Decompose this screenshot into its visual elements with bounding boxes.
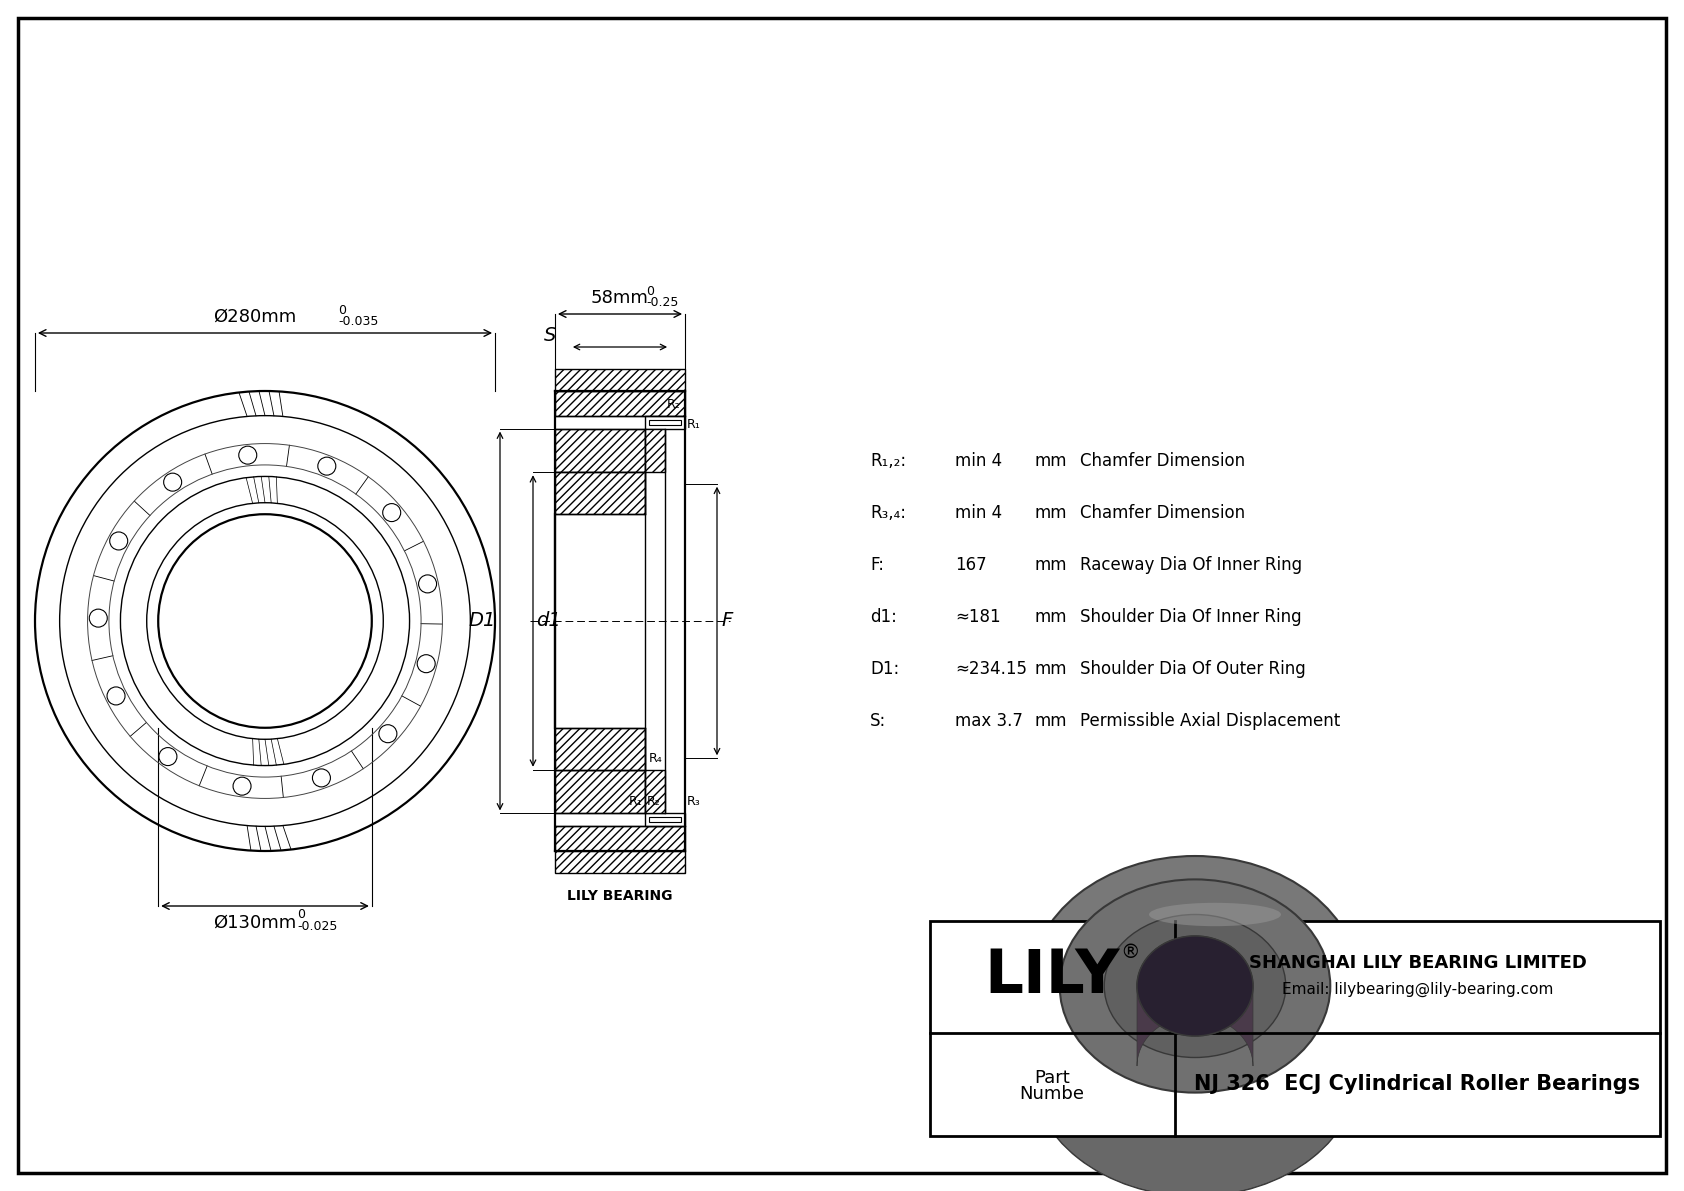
Bar xyxy=(645,429,665,473)
Text: R₁: R₁ xyxy=(628,796,643,809)
Text: Permissible Axial Displacement: Permissible Axial Displacement xyxy=(1079,712,1340,730)
Text: SHANGHAI LILY BEARING LIMITED: SHANGHAI LILY BEARING LIMITED xyxy=(1248,954,1586,972)
Text: 167: 167 xyxy=(955,556,987,574)
Text: F: F xyxy=(721,611,733,630)
Bar xyxy=(556,769,645,813)
Bar xyxy=(556,391,685,416)
Bar xyxy=(645,813,685,827)
Text: R₁: R₁ xyxy=(687,418,701,431)
Text: ≈181: ≈181 xyxy=(955,607,1000,626)
Bar xyxy=(556,391,685,416)
Text: -0.035: -0.035 xyxy=(338,314,379,328)
Text: Part: Part xyxy=(1034,1070,1069,1087)
Text: mm: mm xyxy=(1036,453,1068,470)
Text: mm: mm xyxy=(1036,607,1068,626)
Text: R₄: R₄ xyxy=(648,752,663,765)
Bar xyxy=(556,827,685,852)
Ellipse shape xyxy=(1137,936,1253,1036)
Text: R₃,₄:: R₃,₄: xyxy=(871,504,906,522)
Polygon shape xyxy=(1137,936,1253,1066)
Text: 0: 0 xyxy=(647,285,653,298)
Bar xyxy=(556,429,645,473)
Text: S:: S: xyxy=(871,712,886,730)
Bar xyxy=(645,769,665,813)
Bar xyxy=(930,921,1660,1136)
Ellipse shape xyxy=(1031,856,1361,1116)
Text: Raceway Dia Of Inner Ring: Raceway Dia Of Inner Ring xyxy=(1079,556,1302,574)
Ellipse shape xyxy=(1137,936,1253,1036)
Text: D1: D1 xyxy=(468,611,497,630)
Text: LILY BEARING: LILY BEARING xyxy=(568,888,672,903)
Text: LILY: LILY xyxy=(983,947,1120,1006)
Text: ®: ® xyxy=(1120,943,1140,962)
Text: mm: mm xyxy=(1036,504,1068,522)
Bar xyxy=(556,473,645,515)
Text: 0: 0 xyxy=(296,908,305,921)
Text: Chamfer Dimension: Chamfer Dimension xyxy=(1079,453,1244,470)
Text: -0.25: -0.25 xyxy=(647,297,679,308)
Text: min 4: min 4 xyxy=(955,504,1002,522)
Text: F:: F: xyxy=(871,556,884,574)
Bar xyxy=(556,473,645,515)
Text: Ø130mm: Ø130mm xyxy=(214,913,296,933)
Ellipse shape xyxy=(1031,936,1361,1191)
Bar xyxy=(556,827,685,852)
Text: R₁,₂:: R₁,₂: xyxy=(871,453,906,470)
Text: Numbe: Numbe xyxy=(1019,1085,1084,1103)
Bar xyxy=(556,769,645,813)
Text: Chamfer Dimension: Chamfer Dimension xyxy=(1079,504,1244,522)
Text: d1: d1 xyxy=(536,611,561,630)
Bar xyxy=(645,429,665,473)
Text: Shoulder Dia Of Outer Ring: Shoulder Dia Of Outer Ring xyxy=(1079,660,1305,678)
Bar xyxy=(556,369,685,391)
Bar xyxy=(556,728,645,769)
Text: d1:: d1: xyxy=(871,607,898,626)
Text: 0: 0 xyxy=(338,304,345,317)
Text: R₂: R₂ xyxy=(647,796,660,809)
Text: Email: lilybearing@lily-bearing.com: Email: lilybearing@lily-bearing.com xyxy=(1282,981,1553,997)
Ellipse shape xyxy=(1105,915,1287,1058)
Text: ≈234.15: ≈234.15 xyxy=(955,660,1027,678)
Text: max 3.7: max 3.7 xyxy=(955,712,1022,730)
Ellipse shape xyxy=(1148,903,1282,927)
Bar xyxy=(645,769,665,813)
Bar xyxy=(556,369,685,391)
Text: -0.025: -0.025 xyxy=(296,919,337,933)
Text: 58mm: 58mm xyxy=(591,289,648,307)
Bar xyxy=(648,817,680,822)
Text: R₃: R₃ xyxy=(687,796,701,809)
Bar xyxy=(645,416,685,429)
Text: mm: mm xyxy=(1036,660,1068,678)
Bar xyxy=(556,852,685,873)
Text: mm: mm xyxy=(1036,712,1068,730)
Text: Shoulder Dia Of Inner Ring: Shoulder Dia Of Inner Ring xyxy=(1079,607,1302,626)
Text: Ø280mm: Ø280mm xyxy=(214,308,296,326)
Ellipse shape xyxy=(1059,879,1330,1092)
Text: R₂: R₂ xyxy=(667,398,680,411)
Text: D1:: D1: xyxy=(871,660,899,678)
Polygon shape xyxy=(1031,986,1361,1191)
Text: min 4: min 4 xyxy=(955,453,1002,470)
Text: S: S xyxy=(544,326,556,345)
Text: NJ 326  ECJ Cylindrical Roller Bearings: NJ 326 ECJ Cylindrical Roller Bearings xyxy=(1194,1074,1640,1095)
Bar xyxy=(556,852,685,873)
Text: mm: mm xyxy=(1036,556,1068,574)
Bar xyxy=(556,429,645,473)
Bar xyxy=(556,728,645,769)
Bar xyxy=(648,419,680,425)
